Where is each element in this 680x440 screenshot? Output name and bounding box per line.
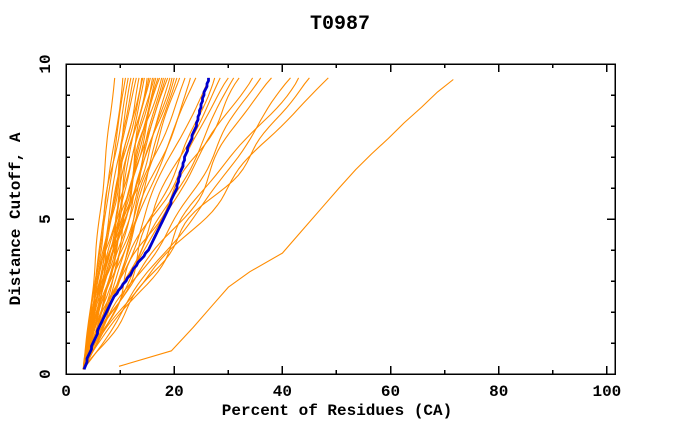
model-curve: [82, 77, 143, 370]
axis-tick-labels: 0 20 40 60 80 100 0 5 10: [37, 54, 621, 401]
axis-ticks: [65, 63, 615, 375]
chart-title: T0987: [310, 13, 370, 36]
model-curve: [82, 77, 155, 370]
model-curve: [82, 77, 291, 370]
y-tick-label: 5: [37, 214, 55, 224]
x-tick-label: 60: [381, 383, 400, 401]
x-tick-label: 0: [61, 383, 71, 401]
model-curve: [82, 77, 229, 370]
model-curve: [82, 77, 254, 370]
x-tick-label: 40: [273, 383, 292, 401]
model-curve: [82, 77, 175, 370]
model-curve: [82, 77, 163, 370]
model-curve: [82, 77, 262, 370]
model-curves: [82, 77, 454, 370]
model-curve: [82, 77, 300, 370]
y-tick-label: 0: [37, 369, 55, 379]
model-curve: [82, 77, 186, 370]
model-curve: [82, 77, 169, 370]
x-tick-label: 20: [165, 383, 184, 401]
model-curve: [82, 77, 210, 370]
x-tick-label: 80: [489, 383, 508, 401]
highlighted-model-curve: [82, 77, 210, 370]
x-tick-label: 100: [592, 383, 621, 401]
y-tick-label: 10: [37, 54, 55, 73]
x-axis-label: Percent of Residues (CA): [222, 402, 452, 420]
model-curve: [82, 77, 329, 370]
outlier-model-curve: [118, 79, 454, 367]
y-axis-label: Distance Cutoff, A: [7, 132, 25, 305]
model-curve: [82, 77, 272, 370]
model-curve: [82, 77, 310, 370]
